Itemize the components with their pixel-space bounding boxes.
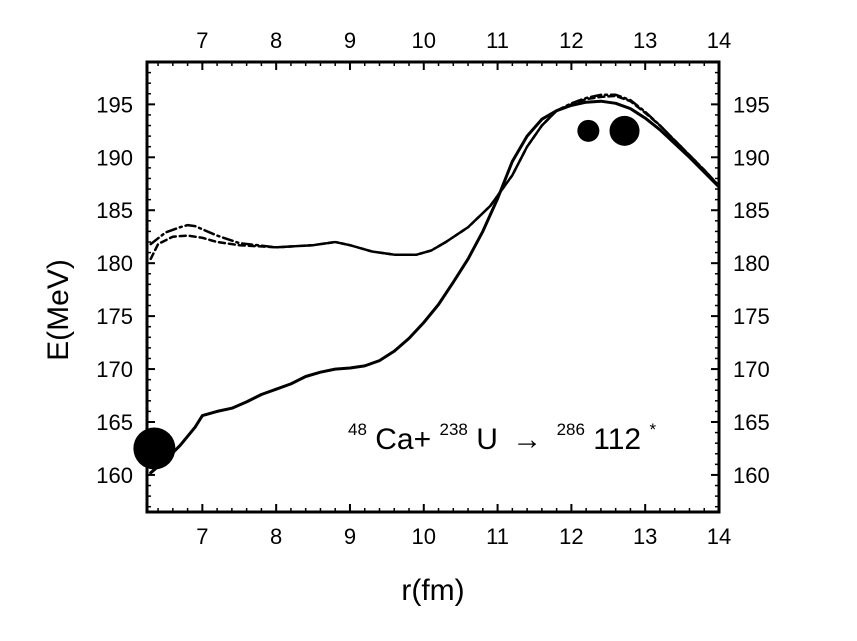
series-layer bbox=[149, 93, 721, 475]
y-tick-label-right: 180 bbox=[733, 251, 770, 276]
annotation-112: 112 bbox=[593, 423, 641, 456]
y-tick-label-left: 165 bbox=[96, 410, 133, 435]
x-tick-label-bottom: 13 bbox=[633, 524, 657, 549]
series-line-solid bbox=[149, 99, 721, 475]
y-axis-title: E(MeV) bbox=[42, 259, 75, 361]
annotation-sup-star: * bbox=[649, 420, 656, 439]
x-tick-label-bottom: 11 bbox=[486, 524, 509, 549]
x-tick-label-top: 14 bbox=[707, 28, 731, 53]
x-tick-label-bottom: 14 bbox=[707, 524, 731, 549]
x-tick-label-top: 8 bbox=[270, 28, 282, 53]
y-tick-label-right: 195 bbox=[733, 92, 770, 117]
x-tick-label-bottom: 12 bbox=[559, 524, 583, 549]
x-tick-label-top: 12 bbox=[559, 28, 583, 53]
y-tick-label-right: 160 bbox=[733, 463, 770, 488]
series-line-dash-dot bbox=[149, 93, 721, 256]
y-tick-label-left: 185 bbox=[96, 198, 133, 223]
y-tick-label-right: 175 bbox=[733, 304, 770, 329]
marker-dot bbox=[133, 427, 176, 470]
x-tick-label-bottom: 9 bbox=[344, 524, 356, 549]
annotation-sup-238: 238 bbox=[439, 420, 467, 439]
plot-frame bbox=[145, 60, 721, 514]
y-tick-label-left: 190 bbox=[96, 145, 133, 170]
annotation-ca: Ca+ bbox=[375, 423, 431, 456]
x-tick-label-top: 7 bbox=[196, 28, 208, 53]
y-tick-label-left: 195 bbox=[96, 92, 133, 117]
marker-dot bbox=[577, 119, 600, 142]
reaction-annotation: 48 Ca+ 238 U → 286 112 * bbox=[348, 409, 656, 456]
annotation-arrow: → bbox=[512, 423, 542, 456]
y-tick-label-right: 190 bbox=[733, 145, 770, 170]
y-tick-label-right: 165 bbox=[733, 410, 770, 435]
x-tick-label-top: 13 bbox=[633, 28, 657, 53]
y-tick-label-left: 180 bbox=[96, 251, 133, 276]
marker-dot bbox=[609, 115, 640, 146]
y-tick-label-right: 185 bbox=[733, 198, 770, 223]
x-tick-label-top: 10 bbox=[412, 28, 436, 53]
y-tick-label-left: 175 bbox=[96, 304, 133, 329]
y-tick-label-left: 170 bbox=[96, 357, 133, 382]
svg-text:48 Ca+ 238 U: 48 Ca+ 238 U → 286 112 * bbox=[348, 409, 656, 456]
annotation-sup-286: 286 bbox=[557, 420, 585, 439]
x-tick-label-top: 9 bbox=[344, 28, 356, 53]
x-tick-label-bottom: 10 bbox=[412, 524, 436, 549]
x-tick-label-bottom: 7 bbox=[196, 524, 208, 549]
x-tick-label-top: 11 bbox=[486, 28, 509, 53]
annotation-u: U bbox=[476, 423, 498, 456]
y-tick-label-left: 160 bbox=[96, 463, 133, 488]
axes-layer: 7 7 8 8 9 9 10 10 11 11 12 12 13 13 14 14 160 160 165 165 17… bbox=[96, 28, 769, 549]
x-axis-title: r(fm) bbox=[401, 574, 464, 607]
y-tick-label-right: 170 bbox=[733, 357, 770, 382]
x-tick-label-bottom: 8 bbox=[270, 524, 282, 549]
marker-layer bbox=[133, 115, 640, 470]
annotation-sup-48: 48 bbox=[348, 420, 367, 439]
